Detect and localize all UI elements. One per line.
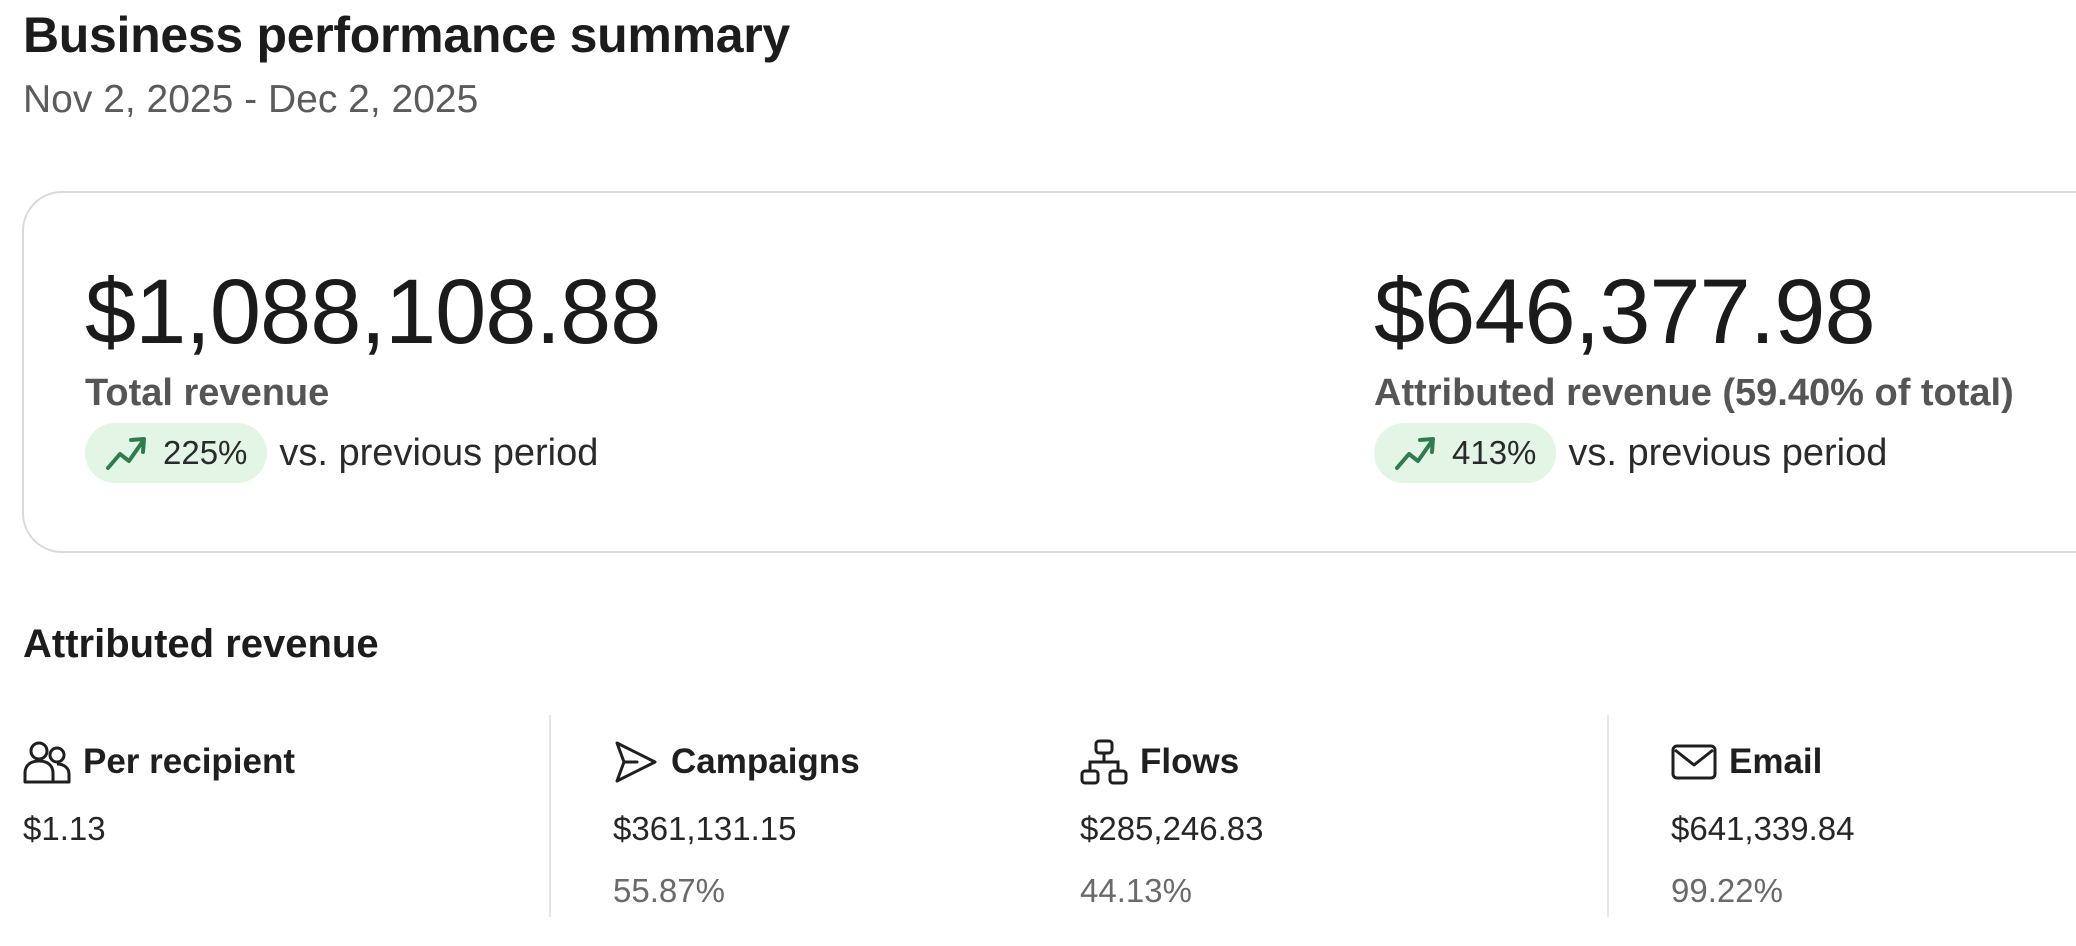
total-revenue-kpi: $1,088,108.88 Total revenue 225% vs. pre… [85,256,661,483]
metric-value: $641,339.84 [1671,810,1855,847]
change-suffix: vs. previous period [279,431,599,474]
metric-name: Email [1729,742,1823,781]
change-badge: 225% [85,423,268,483]
flow-icon [1080,739,1128,785]
metric-per-recipient: Per recipient $1.13 [23,734,295,848]
people-icon [23,741,71,784]
divider [1607,715,1609,917]
attributed-revenue-change: 413% vs. previous period [1374,423,2014,483]
metric-name: Flows [1140,742,1240,781]
change-percent: 413% [1452,434,1537,471]
total-revenue-change: 225% vs. previous period [85,423,660,483]
change-suffix: vs. previous period [1568,431,1888,474]
metric-name: Per recipient [83,742,296,781]
date-range: Nov 2, 2025 - Dec 2, 2025 [23,78,479,121]
change-badge: 413% [1374,423,1557,483]
trend-up-icon [1395,437,1435,470]
metric-email: Email $641,339.84 99.22% [1671,734,1855,910]
total-revenue-label: Total revenue [85,372,330,414]
metric-value: $1.13 [23,810,106,847]
mail-icon [1671,744,1717,780]
metric-percent: 55.87% [613,872,725,909]
divider [549,715,551,917]
metric-percent: 99.22% [1671,872,1783,909]
summary-card [22,191,2076,553]
metric-value: $285,246.83 [1080,810,1264,847]
metric-campaigns: Campaigns $361,131.15 55.87% [613,734,860,910]
change-percent: 225% [163,434,248,471]
page-title: Business performance summary [23,7,790,63]
metric-name: Campaigns [671,742,860,781]
attributed-revenue-value: $646,377.98 [1374,261,1876,363]
metric-percent: 44.13% [1080,872,1192,909]
attributed-revenue-label: Attributed revenue (59.40% of total) [1374,372,2014,414]
section-title: Attributed revenue [23,622,379,666]
send-icon [615,741,657,783]
metric-value: $361,131.15 [613,810,797,847]
trend-up-icon [106,437,146,470]
attributed-revenue-kpi: $646,377.98 Attributed revenue (59.40% o… [1374,256,2014,483]
total-revenue-value: $1,088,108.88 [85,261,661,363]
metric-flows: Flows $285,246.83 44.13% [1080,734,1264,910]
